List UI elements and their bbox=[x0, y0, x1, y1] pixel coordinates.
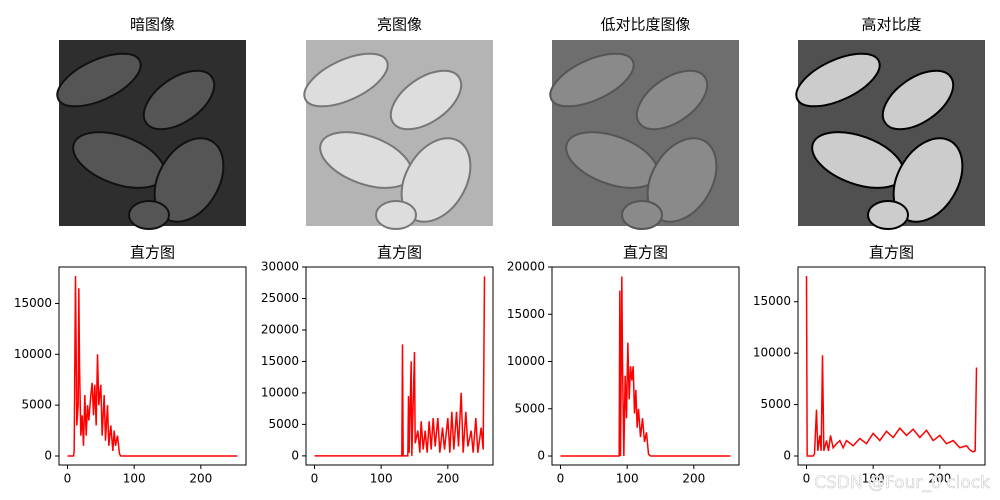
x-tick-label: 0 bbox=[557, 472, 565, 486]
y-tick-label: 25000 bbox=[261, 291, 299, 305]
histogram-line bbox=[314, 276, 486, 457]
y-tick-label: 0 bbox=[537, 449, 545, 463]
panel-title: 高对比度 bbox=[861, 16, 921, 34]
y-tick-label: 0 bbox=[291, 448, 299, 462]
axes-frame bbox=[551, 266, 740, 466]
histogram-line bbox=[67, 275, 238, 457]
image-shape bbox=[142, 69, 216, 131]
x-tick-label: 100 bbox=[862, 472, 885, 486]
x-tick-label: 100 bbox=[123, 472, 146, 486]
axes-frame bbox=[305, 266, 494, 466]
image-shape bbox=[549, 52, 635, 108]
image-shape bbox=[795, 52, 881, 108]
panel-title: 直方图 bbox=[377, 244, 422, 262]
y-tick-label: 20000 bbox=[507, 260, 545, 274]
y-tick-label: 15000 bbox=[507, 307, 545, 321]
x-tick-label: 200 bbox=[436, 472, 459, 486]
y-tick-label: 10000 bbox=[753, 346, 791, 360]
panel-title: 直方图 bbox=[623, 244, 668, 262]
panel-title: 暗图像 bbox=[130, 16, 175, 34]
image-shape bbox=[128, 200, 170, 230]
y-tick-label: 5000 bbox=[760, 397, 791, 411]
y-tick-label: 5000 bbox=[21, 398, 52, 412]
axes-frame bbox=[58, 266, 247, 466]
histogram-line bbox=[560, 276, 731, 457]
y-tick-label: 10000 bbox=[261, 385, 299, 399]
y-tick-label: 15000 bbox=[753, 294, 791, 308]
image-shape bbox=[635, 69, 709, 131]
x-tick-label: 0 bbox=[311, 472, 319, 486]
y-tick-label: 0 bbox=[44, 449, 52, 463]
image-shape bbox=[881, 69, 955, 131]
y-tick-label: 10000 bbox=[14, 347, 52, 361]
axes-frame bbox=[797, 266, 986, 466]
x-tick-label: 100 bbox=[616, 472, 639, 486]
x-tick-label: 200 bbox=[189, 472, 212, 486]
y-tick-label: 10000 bbox=[507, 354, 545, 368]
y-tick-label: 15000 bbox=[261, 354, 299, 368]
x-tick-label: 200 bbox=[928, 472, 951, 486]
y-tick-label: 15000 bbox=[14, 296, 52, 310]
y-tick-label: 5000 bbox=[514, 401, 545, 415]
x-tick-label: 100 bbox=[370, 472, 393, 486]
watermark: CSDN @Four_0'clock bbox=[814, 473, 990, 493]
panel-title: 直方图 bbox=[869, 244, 914, 262]
image-shape bbox=[389, 69, 463, 131]
y-tick-label: 5000 bbox=[268, 417, 299, 431]
panel-title: 直方图 bbox=[130, 244, 175, 262]
panel-title: 亮图像 bbox=[377, 16, 422, 34]
image-shape bbox=[303, 52, 389, 108]
histogram-line bbox=[805, 275, 978, 457]
y-tick-label: 20000 bbox=[261, 322, 299, 336]
panel-title: 低对比度图像 bbox=[600, 16, 690, 34]
image-shape bbox=[621, 200, 663, 230]
image-shape bbox=[56, 52, 142, 108]
y-tick-label: 0 bbox=[783, 449, 791, 463]
y-tick-label: 30000 bbox=[261, 260, 299, 274]
image-shape bbox=[375, 200, 417, 230]
x-tick-label: 200 bbox=[682, 472, 705, 486]
image-shape bbox=[867, 200, 909, 230]
x-tick-label: 0 bbox=[803, 472, 811, 486]
x-tick-label: 0 bbox=[64, 472, 72, 486]
